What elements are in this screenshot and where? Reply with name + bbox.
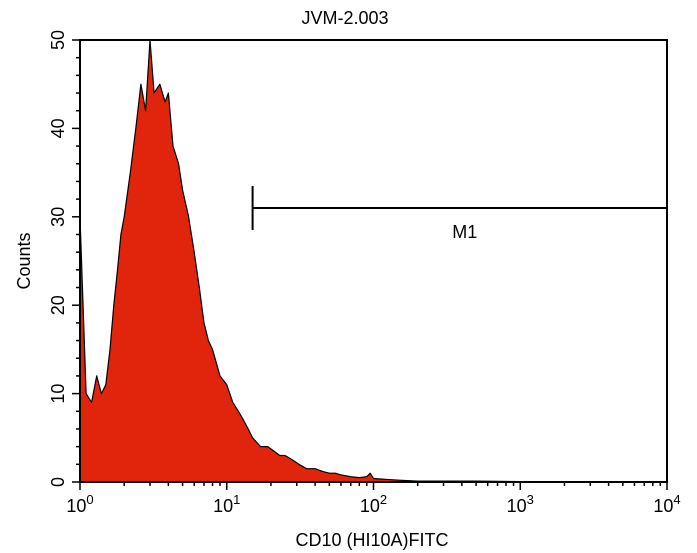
m1-marker: M1 <box>251 185 667 242</box>
y-tick-label: 50 <box>48 30 68 50</box>
x-tick-label: 104 <box>653 492 680 516</box>
y-tick-label: 30 <box>48 207 68 227</box>
y-tick-label: 20 <box>48 295 68 315</box>
x-tick-label: 100 <box>66 492 93 516</box>
x-axis: 100 101 102 103 104 <box>66 482 681 516</box>
y-tick-label: 0 <box>48 477 68 487</box>
y-axis: 0 10 20 30 40 50 <box>48 30 80 487</box>
y-tick-label: 10 <box>48 384 68 404</box>
x-tick-label: 102 <box>360 492 387 516</box>
x-axis-label: CD10 (HI10A)FITC <box>295 530 448 550</box>
y-tick-label: 40 <box>48 118 68 138</box>
plot-area <box>79 39 668 483</box>
chart-title: JVM-2.003 <box>301 8 388 28</box>
x-tick-label: 103 <box>507 492 534 516</box>
marker-label: M1 <box>452 222 477 242</box>
x-tick-label: 101 <box>213 492 240 516</box>
histogram-area <box>79 39 668 483</box>
y-axis-label: Counts <box>14 232 34 289</box>
